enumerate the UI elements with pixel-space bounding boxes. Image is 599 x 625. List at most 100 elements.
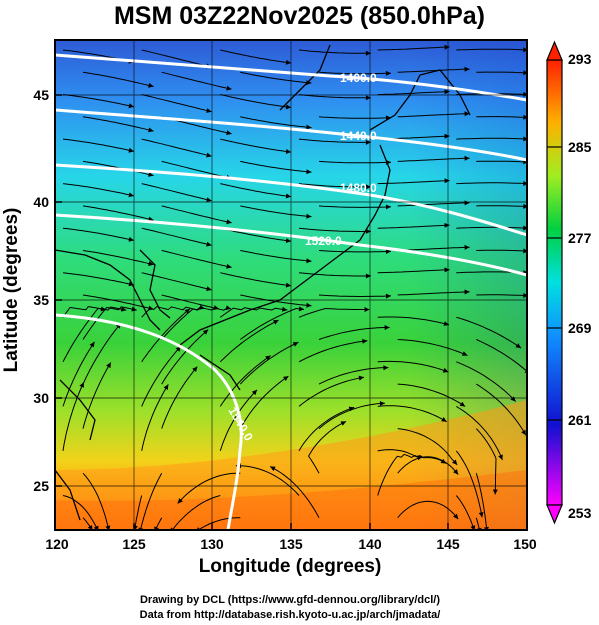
streamline-arrowhead xyxy=(226,263,232,269)
streamline xyxy=(161,250,232,268)
streamline xyxy=(298,406,355,452)
streamline-arrowhead xyxy=(385,249,391,254)
streamline xyxy=(240,307,305,340)
streamline xyxy=(219,389,258,452)
streamline xyxy=(82,517,91,528)
map-title: MSM 03Z22Nov2025 (850.0hPa) xyxy=(113,2,485,30)
streamline-arrowhead xyxy=(306,169,312,175)
streamline-arrowhead xyxy=(492,489,498,495)
streamline xyxy=(161,294,232,311)
streamline xyxy=(240,205,312,218)
streamline-arrowhead xyxy=(464,244,470,250)
x-tick-labels: 120 125 130 135 140 145 150 xyxy=(45,536,537,552)
streamline xyxy=(62,272,135,286)
streamline xyxy=(298,227,371,232)
contour-label: 1440.0 xyxy=(340,129,377,143)
streamline-arrowhead xyxy=(100,306,106,312)
streamline-arrowhead xyxy=(225,305,231,311)
streamline-arrowhead xyxy=(206,286,212,292)
streamline-arrowhead xyxy=(106,362,111,369)
streamline xyxy=(377,91,450,95)
streamline-arrowhead xyxy=(128,236,134,242)
streamline xyxy=(82,205,154,221)
streamline-arrowhead xyxy=(444,222,450,228)
streamline-arrowhead xyxy=(285,238,292,243)
streamline-arrowhead xyxy=(340,421,347,426)
streamline xyxy=(62,306,127,318)
streamline xyxy=(456,405,503,461)
streamline-arrowhead xyxy=(292,342,299,347)
streamline xyxy=(298,340,368,363)
streamline xyxy=(82,294,154,310)
streamline xyxy=(455,495,474,528)
streamline xyxy=(476,249,525,252)
streamline-arrowhead xyxy=(358,375,364,381)
streamline xyxy=(82,322,122,385)
streamline-arrowhead xyxy=(452,459,458,465)
streamline-arrowhead xyxy=(442,367,449,373)
streamline-arrowhead xyxy=(348,406,355,412)
streamline-arrowhead xyxy=(384,325,390,330)
streamline xyxy=(220,272,292,287)
streamline xyxy=(161,366,198,429)
x-tick-label: 150 xyxy=(513,536,537,552)
x-axis-label: Longitude (degrees) xyxy=(198,556,382,577)
streamline-arrowhead xyxy=(206,152,212,158)
x-tick-label: 130 xyxy=(200,536,224,552)
streamline xyxy=(240,250,312,262)
streamline xyxy=(219,319,279,363)
colorbar-tick-label: 253 xyxy=(568,505,592,521)
streamline-arrowhead xyxy=(385,70,391,76)
streamline xyxy=(476,205,525,207)
streamline xyxy=(298,94,371,99)
streamline xyxy=(269,466,320,518)
colorbar-tick-label: 285 xyxy=(568,139,592,155)
y-tick-label: 45 xyxy=(33,87,49,103)
streamline-arrowhead xyxy=(521,429,526,436)
grid-lines xyxy=(55,40,527,530)
streamline-arrowhead xyxy=(515,343,522,349)
streamline xyxy=(397,428,458,466)
colorbar-max-arrow xyxy=(546,40,563,61)
streamline xyxy=(155,517,163,529)
streamline-arrowhead xyxy=(265,355,271,361)
streamline xyxy=(377,360,449,373)
streamline-arrowhead xyxy=(365,228,371,234)
streamline xyxy=(476,294,525,296)
streamline xyxy=(377,316,450,326)
streamline-arrowhead xyxy=(523,181,527,186)
streamline-arrowhead xyxy=(206,197,212,202)
streamline xyxy=(298,307,370,318)
streamline-arrowhead xyxy=(444,89,450,95)
streamline xyxy=(397,157,470,162)
streamline xyxy=(298,376,365,407)
streamline xyxy=(198,517,241,530)
streamline xyxy=(172,495,221,530)
streamline-arrowhead xyxy=(365,95,371,101)
streamline-arrowhead xyxy=(148,127,154,133)
streamline xyxy=(161,329,209,385)
streamline xyxy=(318,402,385,429)
streamline xyxy=(377,224,450,229)
streamline-arrowhead xyxy=(523,293,527,298)
streamline-arrowhead xyxy=(385,159,391,165)
streamline-arrowhead xyxy=(163,384,169,390)
streamline xyxy=(456,182,525,185)
streamline xyxy=(298,183,371,188)
streamline-arrowhead xyxy=(206,241,212,247)
streamline xyxy=(397,202,470,207)
streamline xyxy=(141,227,212,246)
streamline-arrowhead xyxy=(459,401,466,407)
streamline-arrowhead xyxy=(226,219,232,225)
drawing-credit: Drawing by DCL (https://www.gfd-dennou.o… xyxy=(139,594,441,606)
contour-label: 1480.0 xyxy=(340,181,377,195)
streamline-arrowhead xyxy=(306,80,312,86)
streamline xyxy=(476,116,525,118)
streamline xyxy=(397,339,468,356)
streamline xyxy=(476,383,527,436)
streamline xyxy=(456,316,522,349)
y-tick-label: 30 xyxy=(33,390,49,406)
streamline xyxy=(220,138,292,153)
colorbar-tick-label: 293 xyxy=(568,51,592,67)
streamline-arrowhead xyxy=(285,59,292,65)
